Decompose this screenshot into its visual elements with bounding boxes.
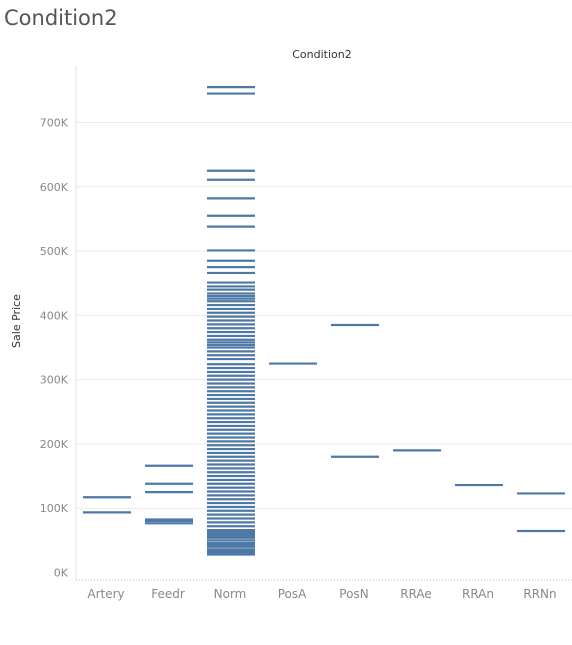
y-tick-label: 300K (40, 374, 69, 387)
x-tick-label: PosN (339, 587, 368, 601)
x-tick-label: RRNn (523, 587, 556, 601)
y-tick-label: 500K (40, 245, 69, 258)
y-axis-title: Sale Price (10, 294, 23, 348)
x-tick-label: Feedr (151, 587, 185, 601)
y-tick-label: 700K (40, 117, 69, 130)
y-tick-label: 0K (54, 567, 69, 580)
x-tick-label: PosA (278, 587, 307, 601)
y-tick-label: 100K (40, 502, 69, 515)
x-tick-label: RRAe (400, 587, 432, 601)
x-tick-label: Norm (214, 587, 247, 601)
column-header: Condition2 (292, 48, 352, 61)
x-tick-label: Artery (87, 587, 124, 601)
x-tick-label: RRAn (462, 587, 494, 601)
y-tick-label: 600K (40, 181, 69, 194)
y-tick-label: 200K (40, 438, 69, 451)
page-title: Condition2 (4, 6, 118, 30)
y-tick-label: 400K (40, 309, 69, 322)
